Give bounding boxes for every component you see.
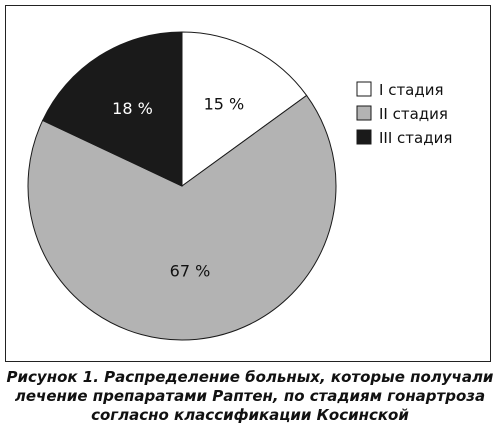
slice-value-label-2: 67 % <box>170 261 211 280</box>
legend-swatch-1 <box>356 81 372 97</box>
slice-value-label-3: 18 % <box>112 99 153 118</box>
legend-swatch-2 <box>356 105 372 121</box>
chart-frame: 15 % 67 % 18 % I стадия II стадия III стадия <box>5 5 491 362</box>
figure-caption: Рисунок 1. Распределение больных, которы… <box>0 368 500 425</box>
slice-value-label-1: 15 % <box>204 95 245 114</box>
pie-chart: 15 % 67 % 18 % I стадия II стадия III стадия <box>27 31 452 341</box>
caption-line-1: Рисунок 1. Распределение больных, которы… <box>6 368 494 386</box>
legend-label-3: III стадия <box>379 129 452 147</box>
pie-slice-1 <box>181 31 308 187</box>
pie-slice-3 <box>41 31 183 187</box>
legend-label-2: II стадия <box>379 105 448 123</box>
legend-label-1: I стадия <box>379 81 444 99</box>
legend-swatch-3 <box>356 129 372 145</box>
caption-line-2: лечение препаратами Рaптен, по стадиям г… <box>14 387 486 405</box>
pie-slice-2 <box>27 94 337 341</box>
caption-line-3: согласно классификации Косинской <box>91 406 409 424</box>
